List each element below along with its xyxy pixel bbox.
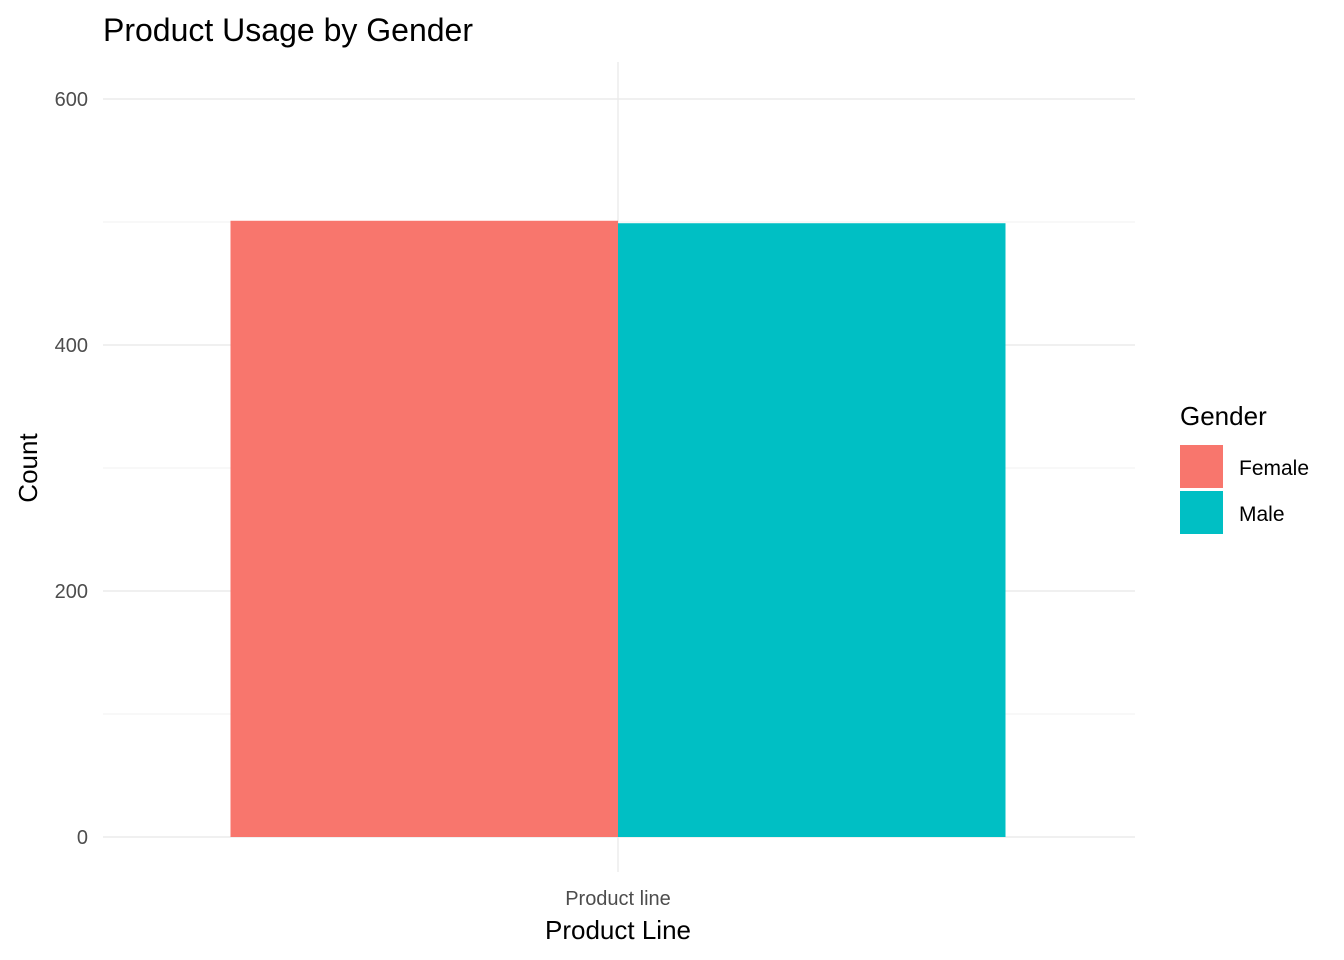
legend-title: Gender — [1180, 401, 1267, 431]
y-tick-label: 400 — [55, 335, 88, 357]
y-tick-label: 200 — [55, 581, 88, 603]
chart-title: Product Usage by Gender — [103, 12, 473, 48]
y-axis-ticks: 0 200 400 600 — [55, 89, 88, 849]
x-axis-ticks: Product line — [565, 888, 671, 910]
y-tick-label: 600 — [55, 89, 88, 111]
legend-swatch-female — [1180, 445, 1223, 488]
legend-items: Female Male — [1180, 445, 1309, 534]
bar-female — [230, 220, 618, 837]
y-tick-label: 0 — [77, 827, 88, 849]
x-axis-title: Product Line — [545, 915, 691, 945]
bar-male — [618, 223, 1006, 838]
legend: Gender Female Male — [1180, 401, 1309, 534]
x-tick-label: Product line — [565, 888, 671, 910]
legend-swatch-male — [1180, 491, 1223, 534]
bars-layer — [230, 220, 1006, 838]
legend-label-female: Female — [1239, 457, 1309, 480]
legend-label-male: Male — [1239, 503, 1285, 526]
y-axis-title: Count — [13, 433, 43, 503]
